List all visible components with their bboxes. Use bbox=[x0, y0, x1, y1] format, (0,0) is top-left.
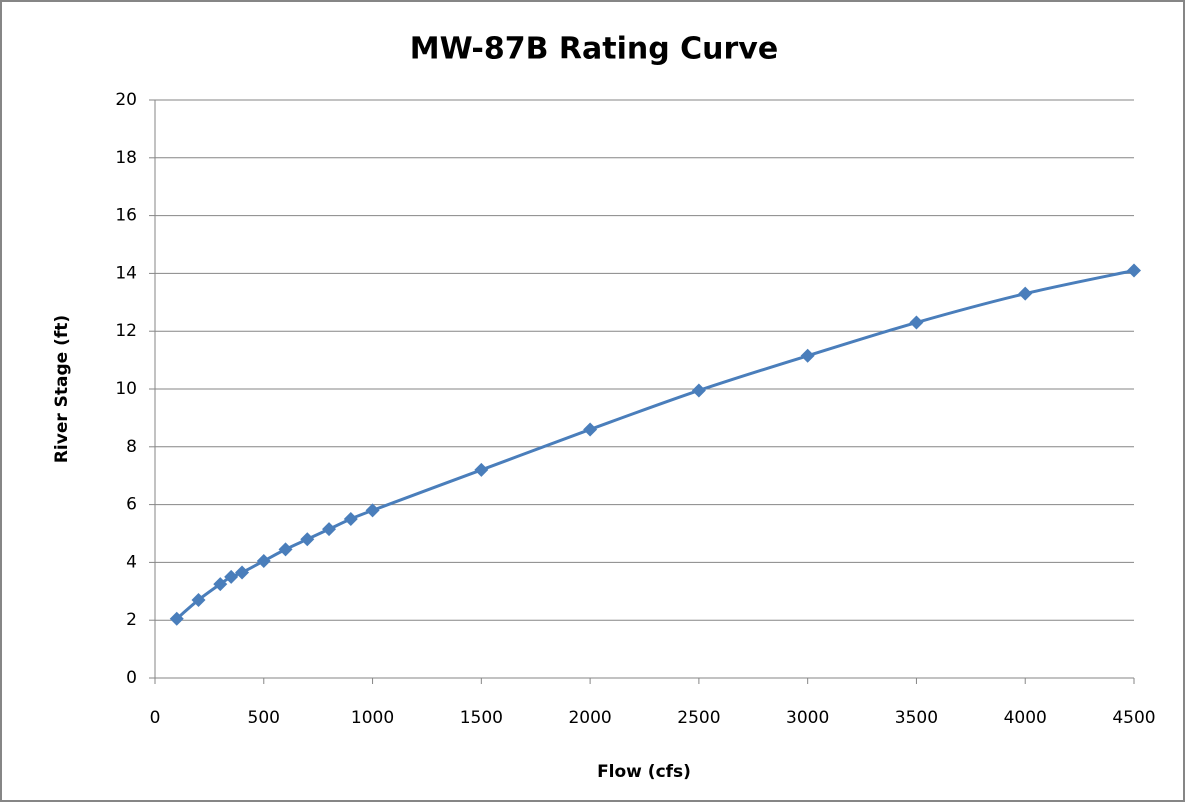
x-tick-label: 3500 bbox=[895, 708, 938, 728]
data-point bbox=[235, 565, 250, 580]
data-point bbox=[365, 503, 380, 518]
x-axis-label: Flow (cfs) bbox=[597, 762, 691, 782]
x-tick-label: 3000 bbox=[786, 708, 829, 728]
data-point bbox=[691, 383, 706, 398]
y-tick-label: 0 bbox=[126, 668, 137, 688]
y-tick-label: 18 bbox=[115, 148, 137, 168]
data-point bbox=[256, 553, 271, 568]
y-tick-label: 14 bbox=[115, 263, 137, 283]
x-tick-label: 4000 bbox=[1004, 708, 1047, 728]
x-tick-label: 1000 bbox=[351, 708, 394, 728]
data-point bbox=[300, 532, 315, 547]
data-point bbox=[191, 592, 206, 607]
y-tick-label: 4 bbox=[126, 552, 137, 572]
y-tick-label: 10 bbox=[115, 379, 137, 399]
x-tick-label: 2000 bbox=[568, 708, 611, 728]
x-tick-label: 4500 bbox=[1112, 708, 1155, 728]
data-point bbox=[169, 611, 184, 626]
x-tick-label: 2500 bbox=[677, 708, 720, 728]
y-tick-label: 2 bbox=[126, 610, 137, 630]
x-tick-label: 1500 bbox=[460, 708, 503, 728]
y-tick-label: 16 bbox=[115, 206, 137, 226]
y-axis-label: River Stage (ft) bbox=[52, 315, 72, 463]
y-tick-label: 8 bbox=[126, 437, 137, 457]
data-point bbox=[343, 512, 358, 527]
data-point bbox=[224, 569, 239, 584]
data-point bbox=[909, 315, 924, 330]
y-tick-label: 20 bbox=[115, 90, 137, 110]
data-point bbox=[800, 348, 815, 363]
y-tick-label: 12 bbox=[115, 321, 137, 341]
x-tick-label: 0 bbox=[150, 708, 161, 728]
chart-title: MW-87B Rating Curve bbox=[410, 32, 778, 67]
data-point bbox=[213, 577, 228, 592]
data-point bbox=[278, 542, 293, 557]
data-point bbox=[1127, 263, 1141, 278]
data-point bbox=[474, 462, 489, 477]
x-tick-label: 500 bbox=[248, 708, 280, 728]
data-point bbox=[322, 522, 337, 537]
data-point bbox=[1018, 286, 1033, 301]
data-point bbox=[583, 422, 598, 437]
y-tick-label: 6 bbox=[126, 495, 137, 515]
